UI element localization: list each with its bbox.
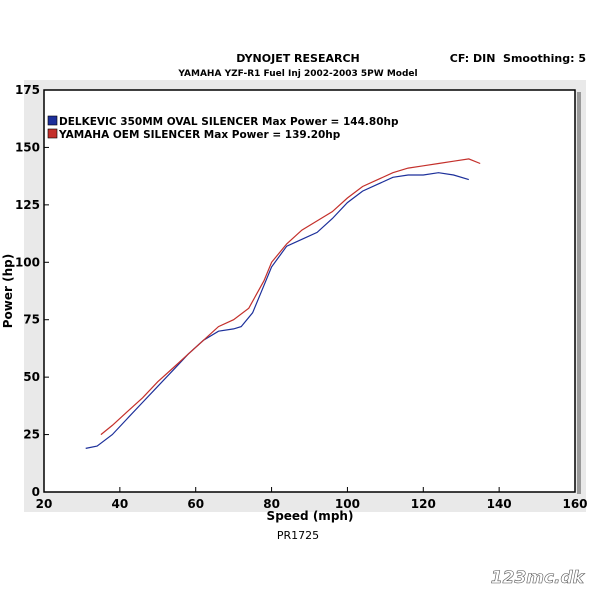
y-tick-label: 25 [23,428,40,442]
legend-swatch [47,128,58,139]
x-tick-label: 120 [411,497,436,511]
y-axis-label: Power (hp) [1,254,15,328]
footer: PR1725 [277,529,319,542]
settings-note: CF: DIN Smoothing: 5 [450,52,586,65]
plot-shadow [577,92,581,494]
x-tick-label: 100 [335,497,360,511]
x-tick-label: 40 [112,497,129,511]
y-tick-label: 50 [23,370,40,384]
x-tick-label: 140 [487,497,512,511]
series-line [100,158,481,436]
x-axis-label: Speed (mph) [267,509,354,523]
legend-label: DELKEVIC 350MM OVAL SILENCER Max Power =… [59,116,399,128]
chart-title: DYNOJET RESEARCH [236,52,359,65]
plot-area [43,89,576,493]
y-tick-label: 75 [23,313,40,327]
legend-swatch [47,115,58,126]
series-line [85,172,469,449]
y-tick-label: 175 [15,83,40,97]
legend-label: YAMAHA OEM SILENCER Max Power = 139.20hp [58,129,341,141]
y-tick-label: 125 [15,198,40,212]
x-tick-label: 60 [187,497,204,511]
y-tick-label: 0 [32,485,40,499]
watermark: 123mc.dk [491,568,586,588]
x-tick-label: 20 [36,497,53,511]
chart-subtitle: YAMAHA YZF-R1 Fuel Inj 2002-2003 5PW Mod… [177,69,417,79]
x-tick-label: 80 [263,497,280,511]
x-tick-label: 160 [562,497,587,511]
y-tick-label: 100 [15,255,40,269]
y-tick-label: 150 [15,140,40,154]
